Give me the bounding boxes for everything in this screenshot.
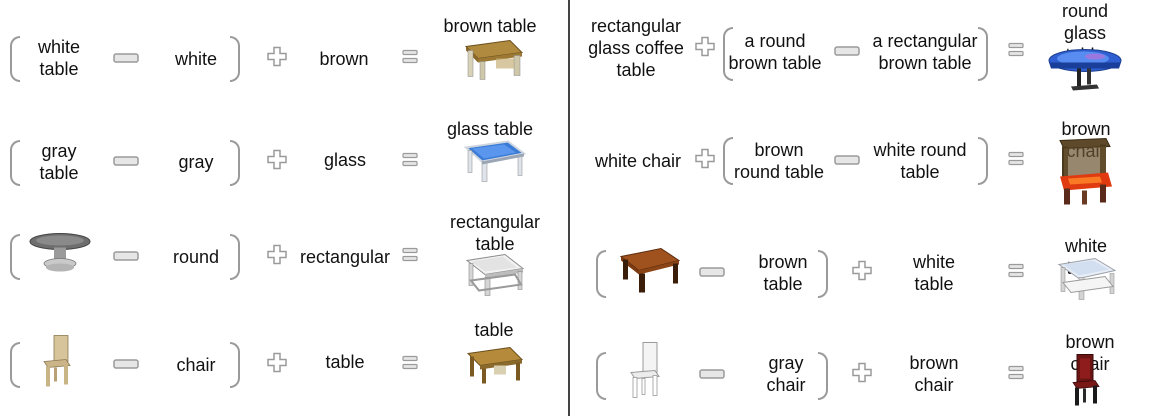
bracket-open <box>596 250 606 298</box>
operand-c: table <box>325 352 365 372</box>
minus-icon <box>113 248 139 266</box>
equals-icon <box>402 49 418 69</box>
plus-icon <box>852 260 872 286</box>
result-label: brown table <box>443 16 537 36</box>
operand-b: chair <box>176 355 216 375</box>
dark-red-chair-icon <box>1069 353 1101 414</box>
brown-table-icon <box>460 39 524 86</box>
equals-icon <box>1008 151 1024 171</box>
minus-icon <box>834 152 860 170</box>
operand-c: glass <box>323 150 367 170</box>
white-chair-icon <box>627 341 663 406</box>
bracket-close <box>818 250 828 298</box>
minus-icon <box>699 366 725 384</box>
operand-b: white <box>174 49 218 69</box>
operand-a: white chair <box>594 151 682 171</box>
white-table-icon <box>1055 257 1117 308</box>
bracket-open <box>723 27 733 81</box>
plus-icon <box>695 148 715 174</box>
round-glass-table-icon <box>1047 47 1123 98</box>
minus-icon <box>113 50 139 68</box>
operand-a: rectangular glass coffee table <box>588 16 684 80</box>
operand-c: brown chair <box>909 353 959 395</box>
minus-icon <box>113 356 139 374</box>
plus-icon <box>267 352 287 378</box>
plus-icon <box>267 244 287 270</box>
operand-c: brown <box>319 49 369 69</box>
equals-icon <box>402 355 418 375</box>
operand-b: gray chair <box>766 353 806 395</box>
plus-icon <box>267 149 287 175</box>
minus-icon <box>113 153 139 171</box>
operand-b: brown round table <box>733 140 825 182</box>
bracket-close <box>230 234 240 280</box>
equals-icon <box>1008 365 1024 385</box>
rectangular-table-icon <box>463 253 525 304</box>
operand-c: white table <box>912 252 956 294</box>
beige-chair-icon <box>40 334 74 395</box>
bracket-open <box>10 140 20 186</box>
equals-icon <box>402 152 418 172</box>
bracket-close <box>978 137 988 185</box>
operand-b: gray <box>178 152 214 172</box>
plus-icon <box>852 362 872 388</box>
operand-b: brown table <box>758 252 808 294</box>
brown-wood-table-icon <box>617 247 683 300</box>
minus-icon <box>834 43 860 61</box>
operand-c: white round table <box>873 140 967 182</box>
result-label: table <box>474 320 514 340</box>
equals-icon <box>1008 42 1024 62</box>
brown-chair-red-icon <box>1054 137 1116 214</box>
bracket-open <box>10 36 20 82</box>
result-label: glass table <box>446 119 534 139</box>
operand-b: a round brown table <box>728 31 822 73</box>
bracket-close <box>230 342 240 388</box>
bracket-open <box>596 352 606 400</box>
bracket-close <box>230 36 240 82</box>
operand-a: white table <box>37 37 81 79</box>
bracket-open <box>723 137 733 185</box>
bracket-close <box>230 140 240 186</box>
round-gray-table-icon <box>27 232 93 281</box>
panel-divider <box>568 0 570 416</box>
equals-icon <box>1008 263 1024 283</box>
result-label: rectangular table <box>449 212 541 254</box>
bracket-open <box>10 342 20 388</box>
operand-a: gray table <box>39 141 79 183</box>
bracket-close <box>818 352 828 400</box>
operand-c: a rectangular brown table <box>872 31 978 73</box>
glass-table-icon <box>462 140 527 189</box>
equals-icon <box>402 247 418 267</box>
minus-icon <box>699 264 725 282</box>
plus-icon <box>695 36 715 62</box>
bracket-open <box>10 234 20 280</box>
bracket-close <box>978 27 988 81</box>
brown-table-icon <box>464 346 524 391</box>
plus-icon <box>267 46 287 72</box>
operand-b: round <box>172 247 220 267</box>
operand-c: rectangular <box>299 247 391 267</box>
